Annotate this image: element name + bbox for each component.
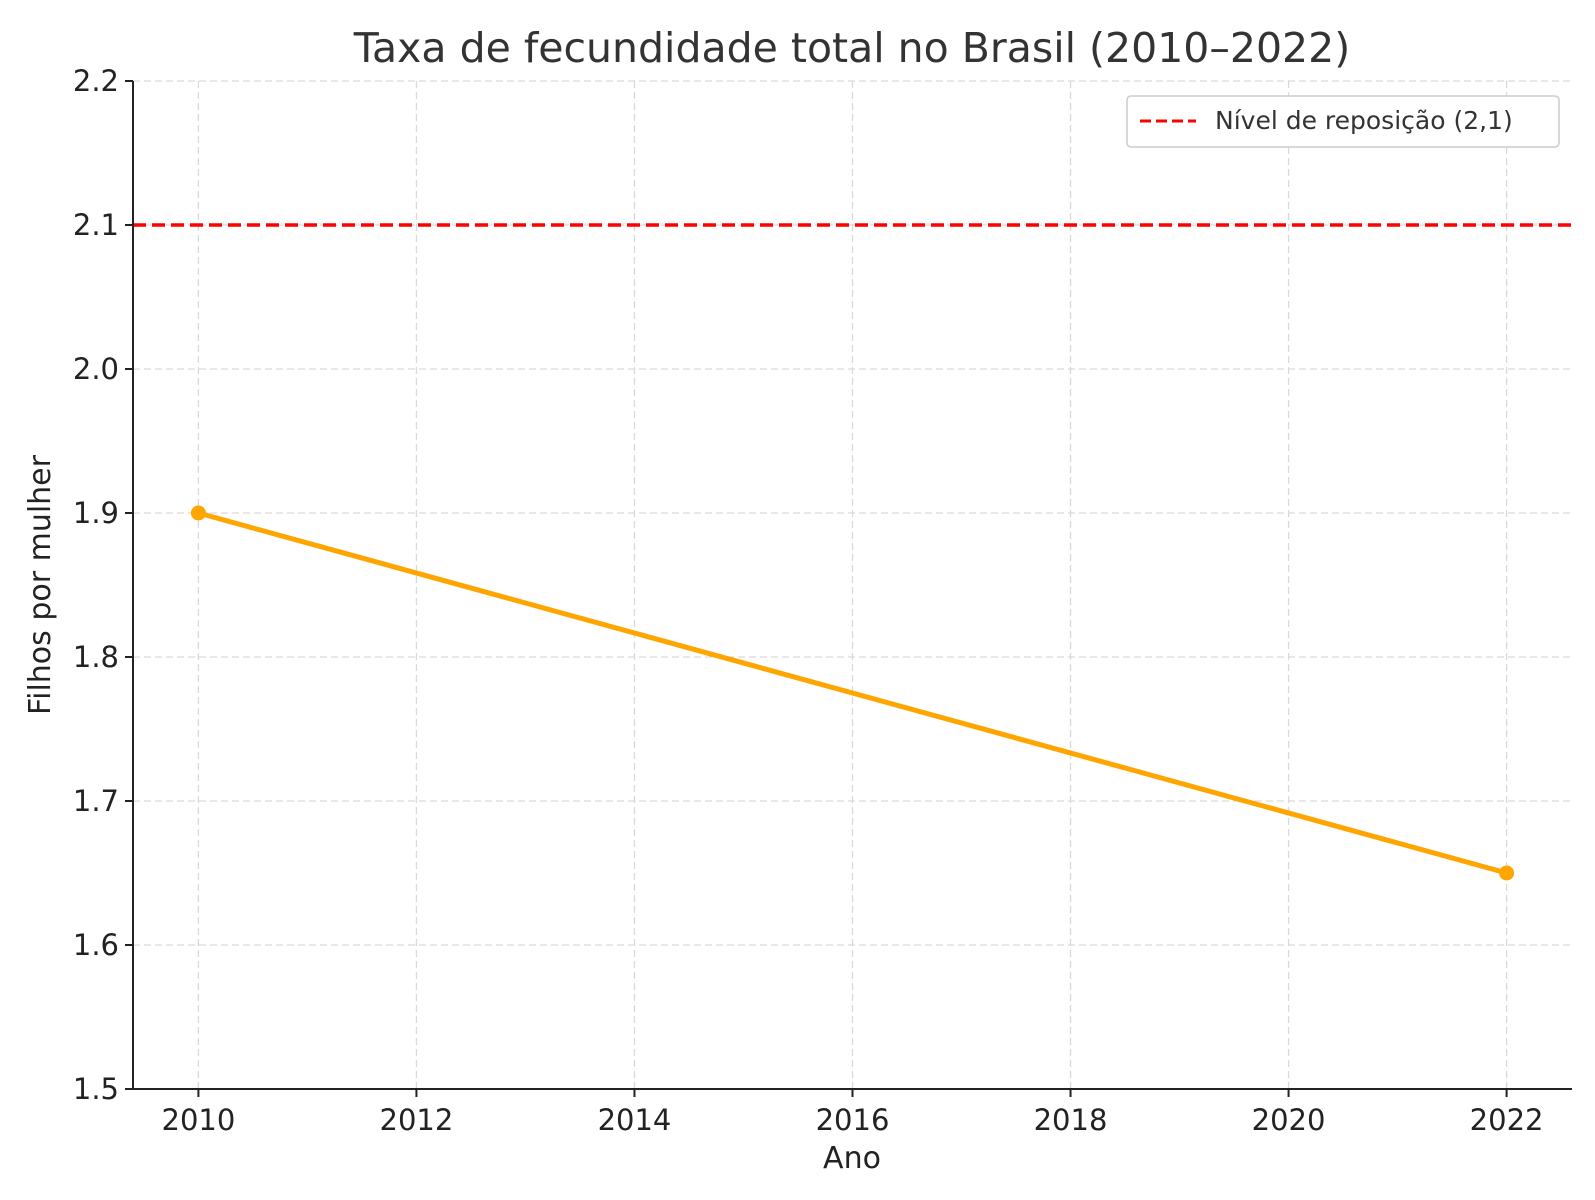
x-tick-label: 2016	[816, 1103, 890, 1137]
x-axis-label: Ano	[823, 1141, 881, 1176]
y-axis-label: Filhos por mulher	[23, 454, 58, 715]
x-tick-label: 2010	[162, 1103, 236, 1137]
chart-title: Taxa de fecundidade total no Brasil (201…	[353, 24, 1350, 72]
grid	[133, 80, 1572, 1090]
y-tick-label: 2.0	[73, 352, 119, 386]
data-point	[190, 505, 206, 521]
axes	[132, 81, 1572, 1090]
x-tick-label: 2018	[1034, 1103, 1108, 1137]
data-point	[1499, 865, 1515, 881]
y-tick-label: 1.9	[73, 496, 119, 530]
x-tick-label: 2022	[1470, 1103, 1544, 1137]
ticks: 2010 2012 2014 2016 2018 2020 2022 1.5 1.6 1.7 1.8…	[73, 64, 1544, 1137]
legend-label-reference: Nível de reposição (2,1)	[1215, 106, 1513, 135]
series	[190, 505, 1515, 881]
series-line	[197, 510, 1508, 876]
y-tick-label: 1.7	[73, 784, 119, 818]
legend-box	[1126, 95, 1560, 148]
x-tick-label: 2020	[1252, 1103, 1326, 1137]
x-tick-label: 2012	[380, 1103, 454, 1137]
legend: Nível de reposição (2,1)	[1126, 95, 1560, 148]
y-tick-label: 2.1	[73, 208, 119, 242]
x-tick-label: 2014	[598, 1103, 672, 1137]
y-tick-label: 1.5	[73, 1072, 119, 1106]
y-tick-label: 2.2	[73, 64, 119, 98]
y-tick-label: 1.6	[73, 928, 119, 962]
y-tick-label: 1.8	[73, 640, 119, 674]
